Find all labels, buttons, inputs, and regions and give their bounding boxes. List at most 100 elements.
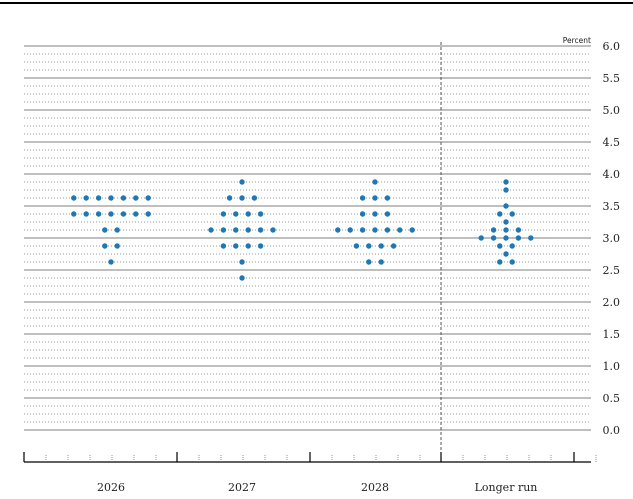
participant-dot — [347, 227, 353, 233]
participant-dot — [133, 211, 139, 217]
y-tick-label: 6.0 — [603, 40, 621, 53]
participant-dot — [145, 195, 151, 201]
participant-dot — [102, 243, 108, 249]
y-tick-label: 5.0 — [603, 104, 621, 117]
x-category-label: 2028 — [361, 481, 389, 494]
participant-dot — [102, 227, 108, 233]
participant-dot — [390, 243, 397, 249]
participant-dot — [497, 243, 503, 249]
participant-dot — [515, 227, 522, 233]
participant-dot — [233, 211, 239, 217]
participant-dot — [108, 195, 114, 201]
participant-dot — [239, 195, 245, 201]
gridlines — [24, 45, 591, 431]
participant-dot — [220, 243, 227, 249]
participant-dot — [359, 227, 366, 233]
participant-dot — [120, 211, 127, 217]
x-axis — [23, 452, 597, 463]
participant-dot — [257, 211, 264, 217]
participant-dot — [478, 235, 484, 241]
participant-dot — [503, 227, 509, 233]
y-tick-label: 3.0 — [603, 232, 621, 245]
participant-dot — [503, 203, 509, 209]
participant-dot — [270, 227, 276, 233]
participant-dot — [257, 243, 264, 249]
participant-dot — [133, 195, 139, 201]
participant-dot — [226, 195, 233, 201]
participant-dot — [397, 227, 403, 233]
participant-dot — [233, 243, 239, 249]
y-tick-label: 0.0 — [603, 424, 621, 437]
participant-dot — [384, 211, 391, 217]
y-tick-label: 5.5 — [603, 72, 621, 85]
participant-dot — [245, 243, 251, 249]
participant-dot — [95, 211, 102, 217]
participant-dot — [503, 179, 509, 185]
participant-dot — [366, 259, 372, 265]
participant-dot — [509, 211, 515, 217]
participant-dot — [372, 211, 378, 217]
participant-dot — [503, 187, 509, 193]
y-tick-label: 4.0 — [603, 168, 621, 181]
y-tick-label: 2.0 — [603, 296, 621, 309]
y-tick-label: 4.5 — [603, 136, 621, 149]
participant-dot — [245, 211, 251, 217]
participant-dot — [497, 211, 503, 217]
x-category-label: 2026 — [97, 481, 125, 494]
participant-dot — [220, 227, 227, 233]
x-category-label: Longer run — [475, 481, 538, 494]
participant-dot — [378, 259, 384, 265]
participant-dot — [83, 195, 89, 201]
y-tick-label: 0.5 — [603, 392, 621, 405]
y-axis-unit-label: Percent — [563, 36, 591, 45]
participant-dot — [239, 275, 245, 281]
participant-dot — [490, 235, 497, 241]
dot-markers — [71, 179, 534, 281]
participant-dot — [353, 243, 360, 249]
participant-dot — [366, 243, 372, 249]
participant-dot — [528, 235, 534, 241]
participant-dot — [384, 195, 391, 201]
participant-dot — [257, 227, 264, 233]
participant-dot — [245, 227, 251, 233]
participant-dot — [71, 195, 77, 201]
x-category-label: 2027 — [228, 481, 256, 494]
participant-dot — [372, 195, 378, 201]
participant-dot — [503, 219, 509, 225]
participant-dot — [372, 227, 378, 233]
participant-dot — [208, 227, 214, 233]
participant-dot — [114, 227, 120, 233]
y-tick-label: 3.5 — [603, 200, 621, 213]
participant-dot — [95, 195, 102, 201]
participant-dot — [509, 243, 515, 249]
participant-dot — [251, 195, 258, 201]
participant-dot — [220, 211, 227, 217]
participant-dot — [409, 227, 415, 233]
participant-dot — [503, 251, 509, 257]
participant-dot — [509, 259, 515, 265]
participant-dot — [114, 243, 120, 249]
participant-dot — [71, 211, 77, 217]
y-axis-tick-labels: 6.0 5.5 5.0 4.5 4.0 3.5 3.0 2.5 2.0 1.5 1.0 0.5 0.0 — [603, 40, 621, 437]
y-tick-label: 1.0 — [603, 360, 621, 373]
x-axis-category-labels: 2026 2027 2028 Longer run — [97, 481, 537, 494]
participant-dot — [145, 211, 151, 217]
participant-dot — [108, 211, 114, 217]
y-tick-label: 2.5 — [603, 264, 621, 277]
participant-dot — [378, 243, 384, 249]
participant-dot — [372, 179, 378, 185]
participant-dot — [335, 227, 341, 233]
participant-dot — [490, 227, 497, 233]
participant-dot — [233, 227, 239, 233]
participant-dot — [108, 259, 114, 265]
participant-dot — [503, 235, 509, 241]
participant-dot — [515, 235, 522, 241]
participant-dot — [239, 179, 245, 185]
participant-dot — [359, 195, 366, 201]
y-tick-label: 1.5 — [603, 328, 621, 341]
participant-dot — [83, 211, 89, 217]
participant-dot — [384, 227, 391, 233]
participant-dot — [497, 259, 503, 265]
participant-dot — [359, 211, 366, 217]
